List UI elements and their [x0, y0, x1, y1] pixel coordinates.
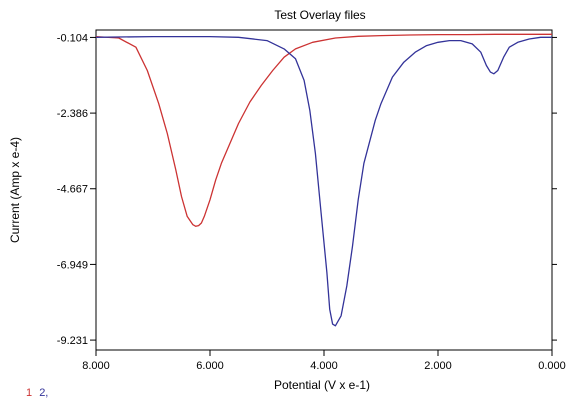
legend: 1 2, [26, 387, 52, 399]
plot-area [95, 33, 552, 327]
y-axis: -0.104 -2.386 -4.667 -6.949 -9.231 [57, 32, 557, 347]
y-axis-title: Current (Amp x e-4) [8, 137, 22, 243]
x-tick-label: 8.000 [82, 360, 110, 372]
y-tick-label: -0.104 [57, 32, 88, 44]
legend-entry-series-1: 1 [26, 387, 33, 399]
x-axis: 8.000 6.000 4.000 2.000 0.000 [82, 350, 566, 372]
y-tick-label: -2.386 [57, 108, 88, 120]
series-line-1 [95, 33, 552, 227]
x-axis-title: Potential (V x e-1) [274, 378, 370, 392]
chart-title: Test Overlay files [274, 8, 365, 22]
plot-frame [95, 29, 553, 351]
y-tick-label: -4.667 [57, 184, 88, 196]
y-tick-label: -6.949 [57, 259, 88, 271]
series-line-2 [95, 35, 552, 327]
legend-entry-series-2: 2, [39, 387, 49, 399]
x-tick-label: 6.000 [196, 360, 224, 372]
x-tick-label: 2.000 [424, 360, 452, 372]
x-tick-label: 0.000 [538, 360, 566, 372]
y-tick-label: -9.231 [57, 335, 88, 347]
x-tick-label: 4.000 [310, 360, 338, 372]
